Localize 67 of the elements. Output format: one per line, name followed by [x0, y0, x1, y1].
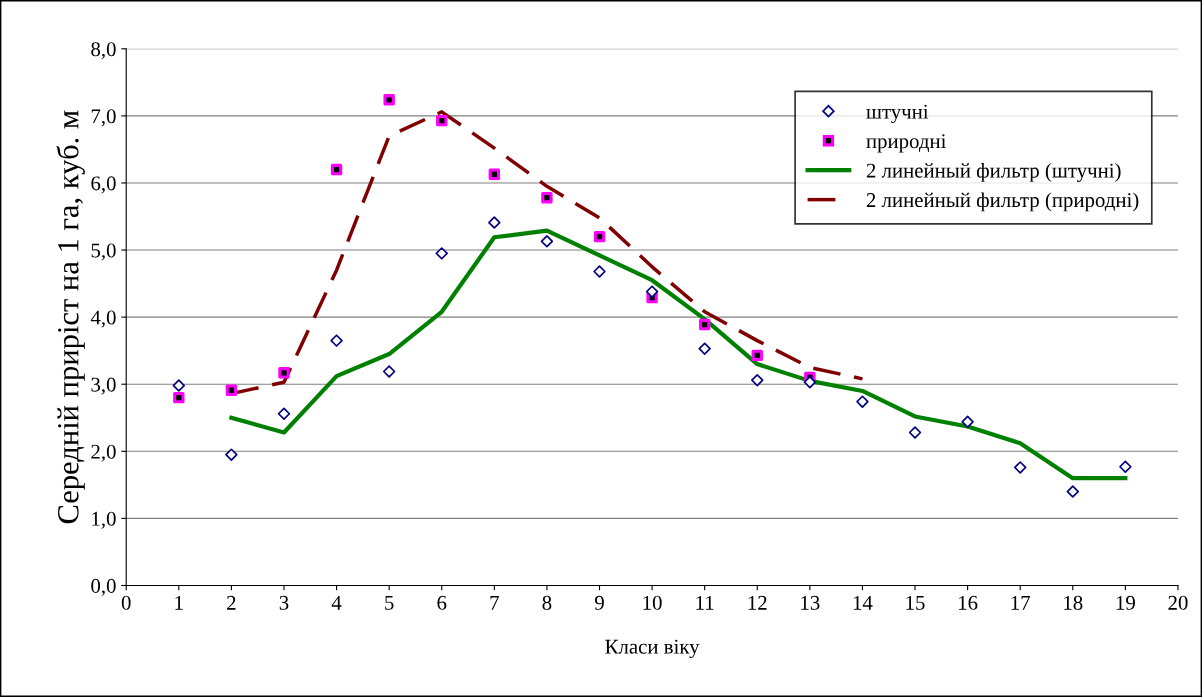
x-tick-label: 11: [696, 595, 714, 610]
point: [436, 114, 448, 127]
x-tick-label: 7: [490, 596, 499, 610]
x-tick-label: 12: [748, 595, 767, 610]
x-tick-label: 6: [437, 595, 447, 610]
point: [961, 415, 974, 429]
y-tick-label: 7,0: [91, 109, 116, 127]
y-tick-label: 1,0: [92, 511, 116, 529]
point: [698, 318, 711, 331]
line-series: [229, 228, 1128, 481]
x-tick-label: 1: [175, 595, 183, 610]
point: [488, 216, 501, 229]
point: [541, 192, 553, 204]
x-axis-title: Класи віку: [605, 639, 700, 658]
point: [803, 375, 817, 389]
point: [593, 230, 606, 243]
point: [278, 367, 290, 379]
x-tick-label: 2: [227, 595, 236, 610]
point: [698, 342, 711, 355]
y-tick-label: 5,0: [91, 243, 116, 261]
point: [1119, 460, 1132, 473]
point: [1013, 461, 1027, 474]
x-tick-label: 18: [1064, 595, 1083, 610]
point: [593, 265, 606, 278]
point: [1066, 485, 1079, 498]
x-tick-label: 8: [542, 595, 552, 610]
x-tick-label: 16: [959, 595, 978, 610]
y-tick-label: 0,0: [91, 578, 116, 596]
point: [751, 373, 764, 387]
y-tick-label: 4,0: [90, 310, 116, 328]
point: [908, 426, 922, 439]
x-tick-label: 0: [121, 595, 131, 610]
point: [173, 391, 185, 404]
point: [382, 365, 396, 378]
y-axis-title: Середній приріст на 1 га, куб. м: [56, 110, 85, 524]
x-tick-label: 17: [1011, 595, 1031, 610]
legend-label: штучні: [866, 104, 929, 123]
x-tick-label: 5: [385, 596, 394, 610]
point: [172, 379, 186, 392]
y-tick-label: 3,0: [91, 377, 116, 395]
point: [435, 247, 448, 260]
point: [225, 384, 238, 396]
point: [383, 94, 395, 106]
point: [540, 235, 554, 248]
y-tick-label: 6,0: [91, 176, 116, 194]
y-tick-label: 2,0: [91, 444, 116, 462]
legend-label: природні: [866, 134, 947, 153]
x-tick-label: 20: [1168, 595, 1188, 610]
x-tick-label: 3: [279, 595, 289, 610]
point: [330, 163, 343, 176]
legend-label: 2 линейный фильтр (природні): [866, 192, 1139, 212]
point: [330, 334, 343, 347]
x-tick-label: 14: [853, 595, 873, 610]
point: [645, 285, 659, 298]
x-tick-label: 15: [906, 595, 925, 610]
x-tick-label: 13: [801, 595, 820, 610]
x-tick-label: 19: [1116, 595, 1135, 610]
point: [488, 168, 501, 180]
point: [277, 407, 291, 420]
x-tick-label: 10: [643, 595, 662, 610]
y-tick-label: 8,0: [91, 42, 116, 60]
point: [225, 448, 238, 461]
point: [856, 395, 869, 408]
x-tick-label: 4: [331, 595, 342, 610]
point: [751, 349, 763, 362]
legend-label: 2 линейный фильтр (штучні): [866, 162, 1121, 182]
x-tick-label: 9: [594, 595, 604, 610]
